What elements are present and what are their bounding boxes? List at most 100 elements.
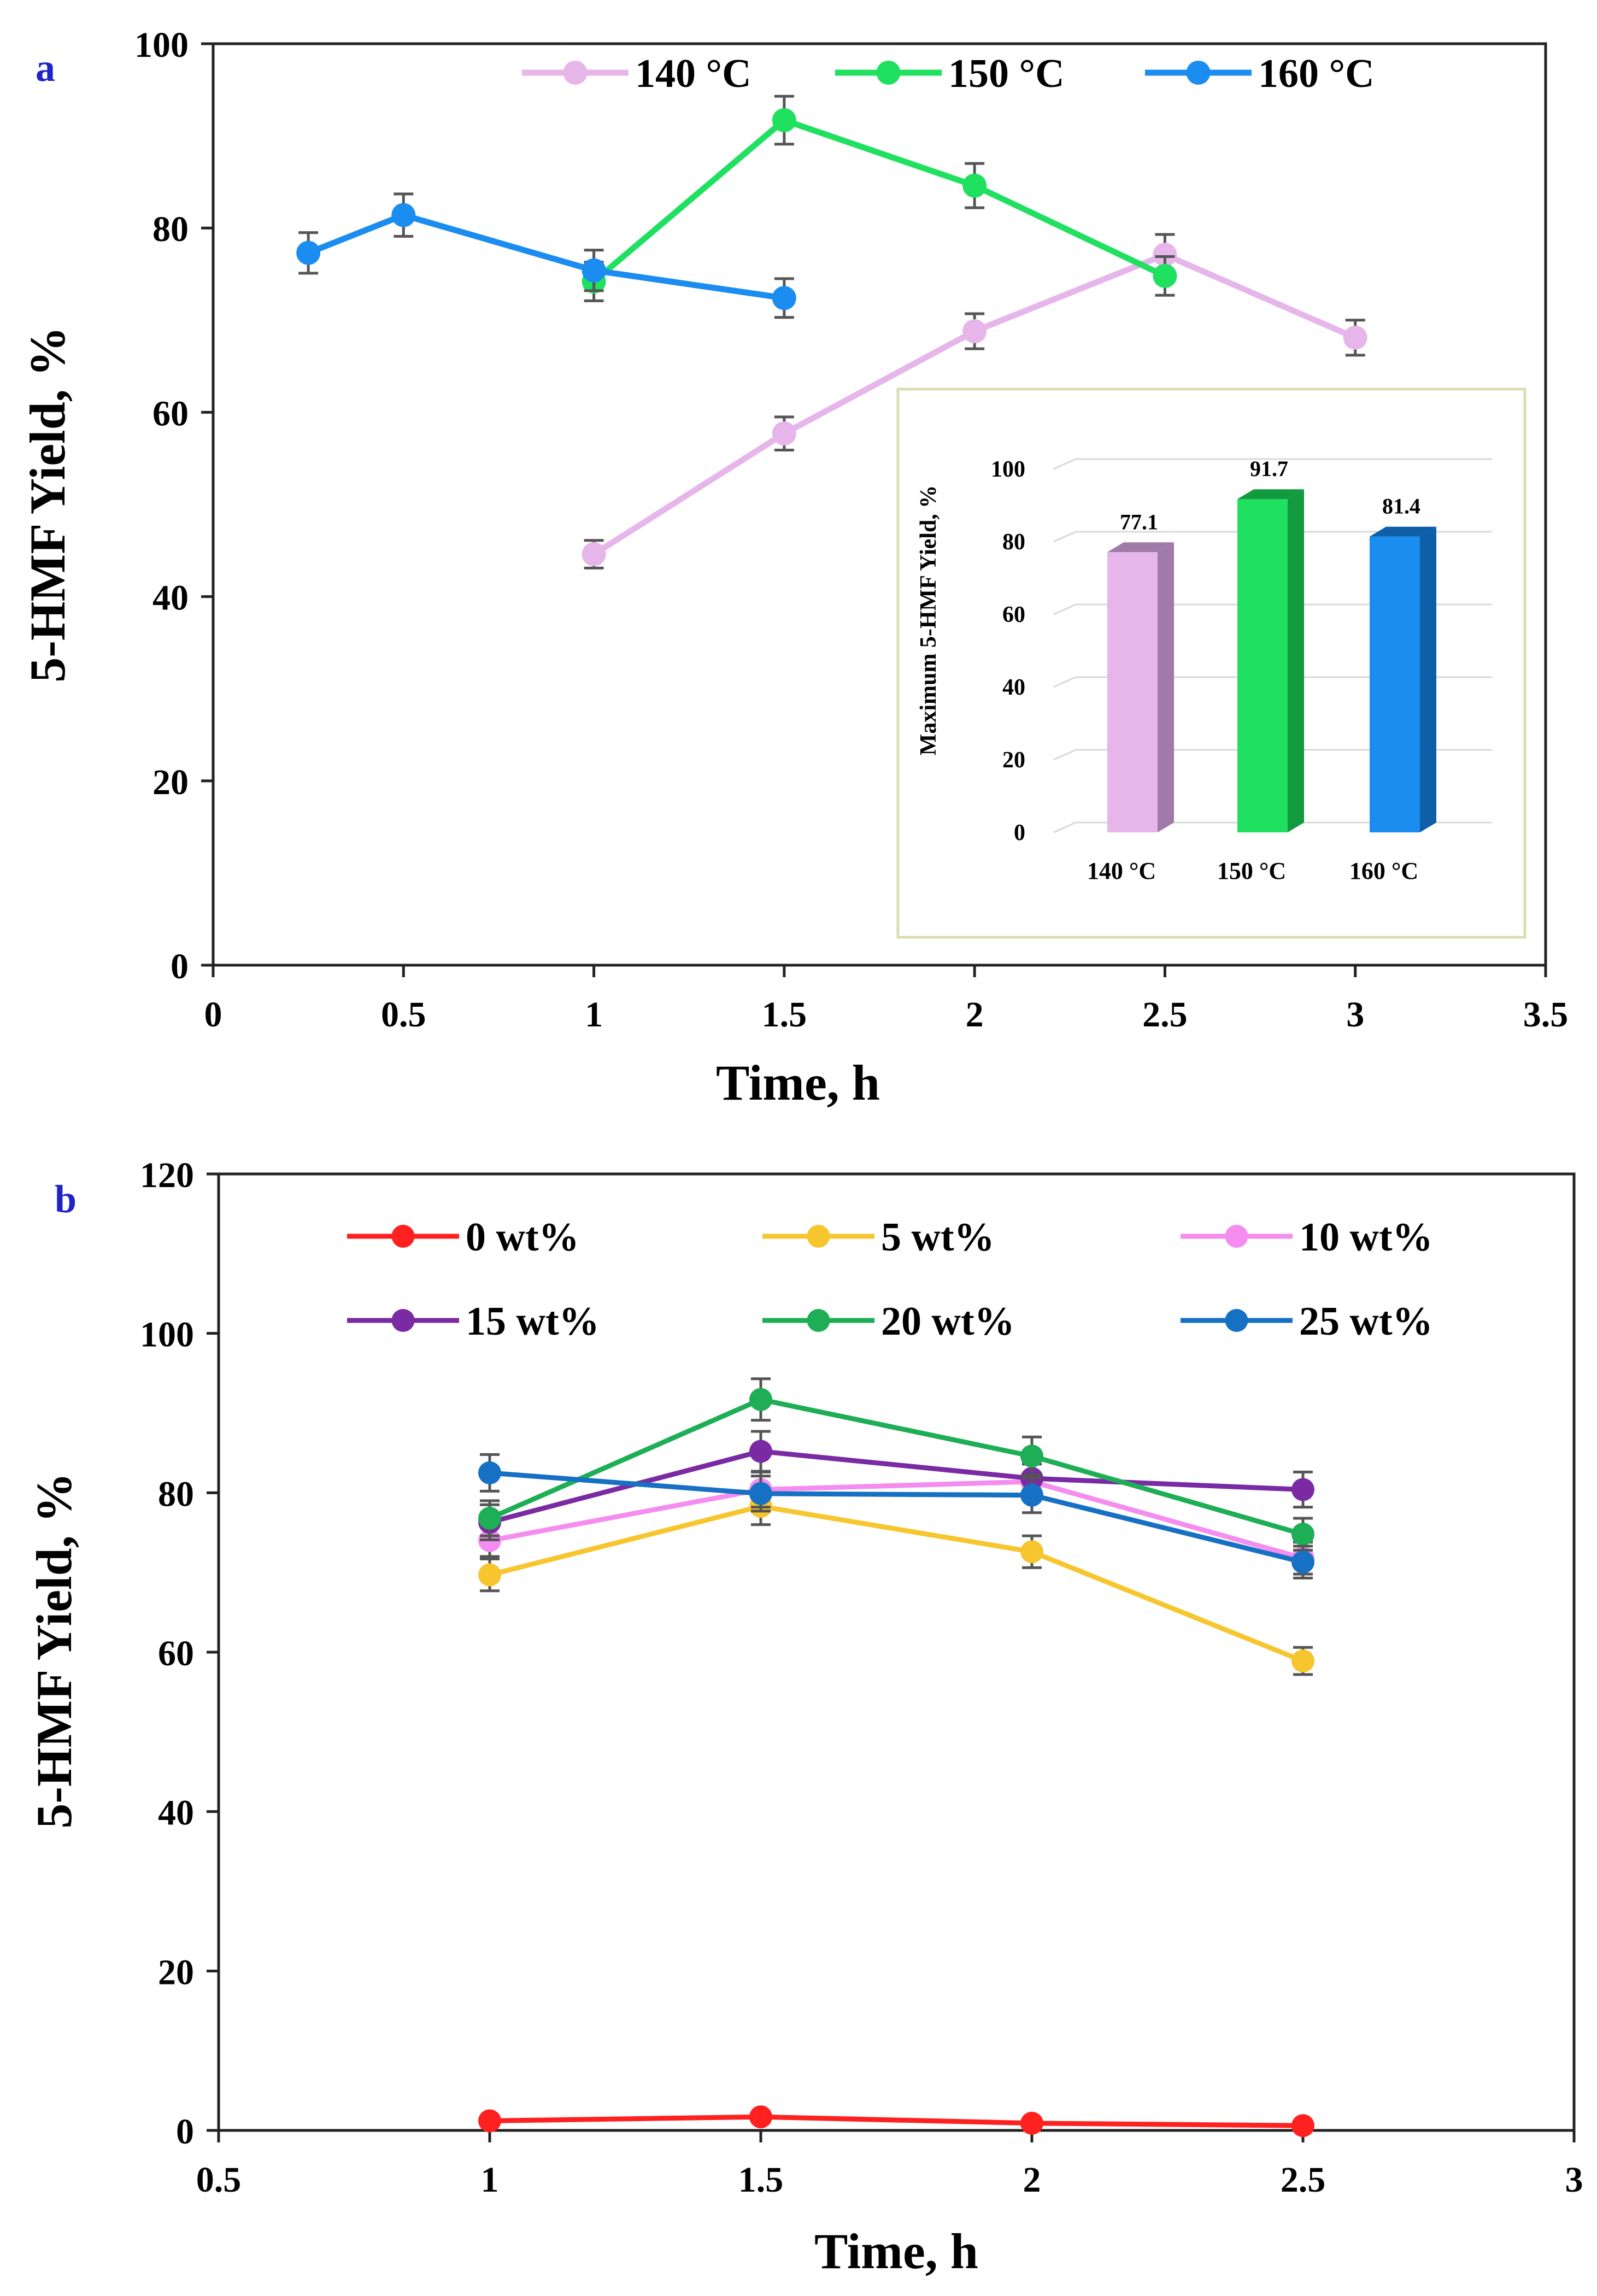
data-point bbox=[478, 2109, 501, 2133]
data-point bbox=[1291, 1523, 1314, 1546]
legend-marker bbox=[1186, 61, 1211, 85]
inset-bars: 77.1 140 °C 91.7 150 °C 81.4 160 °C bbox=[1087, 456, 1436, 884]
data-point bbox=[1291, 1649, 1314, 1673]
legend-marker bbox=[391, 1309, 415, 1332]
x-tick-label: 0.5 bbox=[196, 2160, 242, 2200]
inset-bar-chart: 0 20 40 60 80 100 77.1 140 °C 91.7 150 °C 81.4 160… bbox=[896, 387, 1526, 939]
legend-entry-160-c: 160 °C bbox=[1145, 51, 1375, 96]
y-tick-label: 120 bbox=[140, 1155, 194, 1195]
series-0-wt bbox=[478, 2105, 1314, 2138]
legend-label: 0 wt% bbox=[466, 1215, 579, 1260]
legend-label: 140 °C bbox=[635, 51, 751, 96]
y-tick-label: 100 bbox=[134, 25, 189, 65]
data-point bbox=[582, 542, 606, 567]
series-20-wt bbox=[478, 1377, 1314, 1552]
panel-b-x-axis-label: Time, h bbox=[814, 2223, 978, 2279]
x-tick-label: 3.5 bbox=[1523, 995, 1569, 1035]
legend-label: 20 wt% bbox=[881, 1299, 1015, 1344]
x-tick-label: 3 bbox=[1346, 995, 1364, 1035]
inset-y-tick-label: 60 bbox=[1002, 602, 1025, 627]
inset-y-tick-label: 80 bbox=[1002, 530, 1025, 555]
inset-bar-side bbox=[1158, 542, 1174, 832]
inset-bar-side bbox=[1420, 526, 1436, 832]
inset-y-tick-label: 0 bbox=[1014, 820, 1025, 845]
legend-label: 150 °C bbox=[948, 51, 1065, 96]
panel-a-y-axis-label: 5-HMF Yield, % bbox=[20, 326, 75, 683]
series-line bbox=[489, 1449, 1304, 1525]
legend-marker bbox=[807, 1225, 830, 1248]
inset-bar-front bbox=[1237, 499, 1288, 832]
x-tick-label: 1 bbox=[481, 2160, 499, 2200]
inset-value-label: 81.4 bbox=[1382, 494, 1420, 519]
inset-category-label: 160 °C bbox=[1349, 858, 1418, 884]
data-point bbox=[772, 108, 796, 132]
data-point bbox=[749, 1388, 772, 1411]
inset-grid-diagonal bbox=[1053, 531, 1076, 543]
inset-y-tick-label: 20 bbox=[1002, 748, 1025, 773]
data-point bbox=[1020, 1483, 1043, 1507]
legend-label: 10 wt% bbox=[1299, 1215, 1433, 1260]
panel-b-series bbox=[478, 1377, 1314, 2138]
legend-marker bbox=[876, 61, 901, 85]
legend-marker bbox=[807, 1309, 830, 1332]
data-point bbox=[772, 421, 796, 446]
data-point bbox=[1343, 325, 1367, 350]
data-point bbox=[1020, 2111, 1043, 2135]
legend-marker bbox=[1225, 1309, 1248, 1332]
data-point bbox=[749, 1440, 772, 1463]
inset-grid-diagonal bbox=[1053, 749, 1076, 761]
series-line bbox=[489, 1504, 1304, 1664]
inset-bar-side bbox=[1288, 489, 1304, 832]
x-tick-label: 0 bbox=[204, 995, 222, 1035]
legend-marker bbox=[391, 1225, 415, 1248]
panel-b-letter: b bbox=[55, 1177, 77, 1221]
y-tick-label: 80 bbox=[152, 209, 189, 249]
panel-a-letter: a bbox=[36, 46, 55, 90]
data-point bbox=[1020, 1444, 1043, 1468]
panel-b: b 0 20 40 60 80 100 120 0.5 1 1.5 2 2.5 3 Time, h 5… bbox=[26, 1155, 1583, 2279]
panel-b-legend: 0 wt% 5 wt% 10 wt% 15 wt% 20 wt% 25 wt% bbox=[347, 1215, 1433, 1344]
panel-a-legend: 140 °C 150 °C 160 °C bbox=[522, 51, 1375, 96]
inset-grid-diagonal bbox=[1053, 458, 1076, 470]
inset-grid-diagonal bbox=[1053, 603, 1076, 615]
panel-b-y-axis-label: 5-HMF Yield, % bbox=[26, 1472, 82, 1829]
data-point bbox=[296, 240, 321, 265]
legend-marker bbox=[1225, 1225, 1248, 1248]
data-point bbox=[749, 1482, 772, 1505]
data-point bbox=[1020, 1540, 1043, 1564]
legend-entry-150-c: 150 °C bbox=[835, 51, 1065, 96]
inset-grid-diagonal bbox=[1053, 821, 1076, 833]
series-25-wt bbox=[478, 1453, 1314, 1579]
series-line bbox=[592, 117, 1166, 284]
y-tick-label: 40 bbox=[158, 1793, 194, 1833]
x-tick-label: 2 bbox=[1023, 2160, 1041, 2200]
x-tick-label: 1 bbox=[585, 995, 603, 1035]
y-tick-label: 20 bbox=[152, 762, 189, 802]
y-tick-label: 40 bbox=[152, 578, 189, 618]
series-line bbox=[489, 2114, 1304, 2128]
data-point bbox=[391, 203, 416, 227]
series-line bbox=[307, 212, 785, 301]
data-point bbox=[478, 1461, 501, 1484]
inset-y-axis-label: Maximum 5-HMF Yield, % bbox=[916, 485, 941, 756]
x-tick-label: 2 bbox=[966, 995, 984, 1035]
y-tick-label: 20 bbox=[158, 1952, 194, 1992]
legend-entry-0-wt: 0 wt% bbox=[347, 1215, 579, 1260]
data-point bbox=[478, 1563, 501, 1587]
inset-bar-top bbox=[1237, 489, 1304, 500]
inset-bar-top bbox=[1107, 542, 1174, 553]
y-tick-label: 60 bbox=[158, 1634, 194, 1673]
legend-label: 25 wt% bbox=[1299, 1299, 1433, 1344]
legend-entry-15-wt: 15 wt% bbox=[347, 1299, 600, 1344]
inset-y-tick-label: 100 bbox=[991, 457, 1025, 482]
legend-label: 15 wt% bbox=[466, 1299, 600, 1344]
y-tick-label: 80 bbox=[158, 1474, 194, 1514]
data-point bbox=[772, 286, 796, 310]
panel-b-y-ticks: 0 20 40 60 80 100 120 bbox=[140, 1155, 219, 2152]
x-tick-label: 1.5 bbox=[738, 2160, 784, 2200]
inset-grid-diagonal bbox=[1053, 676, 1076, 688]
legend-entry-20-wt: 20 wt% bbox=[762, 1299, 1015, 1344]
data-point bbox=[478, 1507, 501, 1530]
